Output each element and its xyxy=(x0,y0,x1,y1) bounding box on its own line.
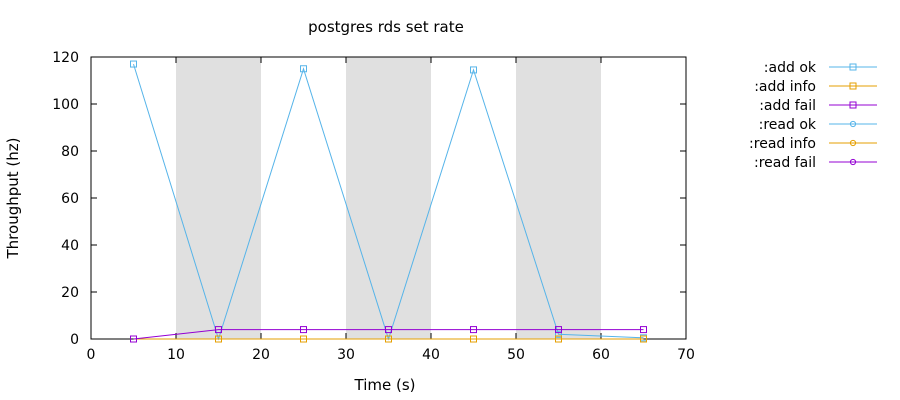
x-axis-title: Time (s) xyxy=(354,376,416,394)
legend-label: :add info xyxy=(754,79,816,95)
y-tick-label: 20 xyxy=(61,285,79,301)
series-2 xyxy=(130,326,647,343)
legend-label: :read ok xyxy=(759,117,817,133)
legend-label: :read info xyxy=(749,136,816,152)
legend-label: :add fail xyxy=(759,98,816,114)
axis-ticks: 0 10 20 30 40 50 60 70 0 20 40 60 80 100 120 xyxy=(52,50,695,363)
data-point xyxy=(470,326,477,334)
data-point xyxy=(470,66,477,74)
data-point xyxy=(130,60,137,68)
y-tick-label: 80 xyxy=(61,144,79,160)
y-axis-title: Throughput (hz) xyxy=(4,138,22,260)
y-tick-label: 40 xyxy=(61,238,79,254)
x-tick-label: 10 xyxy=(167,347,185,363)
y-tick-label: 60 xyxy=(61,191,79,207)
legend-entry-5: :read fail xyxy=(754,155,877,171)
data-point xyxy=(555,335,562,343)
x-tick-label: 70 xyxy=(677,347,695,363)
legend-marker xyxy=(849,120,857,128)
data-point xyxy=(470,335,477,343)
data-point xyxy=(640,335,647,343)
shaded-interval-1 xyxy=(346,57,431,339)
legend-label: :add ok xyxy=(764,60,817,76)
data-point xyxy=(555,326,562,334)
x-tick-label: 50 xyxy=(507,347,525,363)
legend-entry-1: :add info xyxy=(754,79,877,95)
y-tick-label: 120 xyxy=(52,50,79,66)
legend-marker xyxy=(849,139,857,147)
data-point xyxy=(385,326,392,334)
data-point xyxy=(300,335,307,343)
legend-marker xyxy=(849,101,857,109)
legend-entry-0: :add ok xyxy=(764,60,877,76)
legend-marker xyxy=(849,82,857,90)
legend-label: :read fail xyxy=(754,155,816,171)
y-tick-label: 100 xyxy=(52,97,79,113)
x-tick-label: 0 xyxy=(87,347,96,363)
x-tick-label: 60 xyxy=(592,347,610,363)
data-point xyxy=(300,65,307,73)
legend-marker xyxy=(849,158,857,166)
legend: :add ok :add info :add fail :read ok :read i… xyxy=(749,60,877,171)
legend-marker xyxy=(849,63,857,71)
data-point xyxy=(385,335,392,343)
legend-entry-4: :read info xyxy=(749,136,877,152)
data-point xyxy=(130,335,137,343)
data-point xyxy=(215,326,222,334)
legend-entry-3: :read ok xyxy=(759,117,877,133)
series-layer xyxy=(130,60,647,343)
data-point xyxy=(300,326,307,334)
shaded-interval-0 xyxy=(176,57,261,339)
series-line xyxy=(133,329,644,340)
data-point xyxy=(215,335,222,343)
data-point xyxy=(555,330,562,338)
shaded-interval-2 xyxy=(516,57,601,339)
legend-entry-2: :add fail xyxy=(759,98,877,114)
series-1 xyxy=(130,335,647,343)
y-tick-label: 0 xyxy=(70,332,79,348)
data-point xyxy=(640,326,647,334)
chart-title: postgres rds set rate xyxy=(308,18,464,36)
x-tick-label: 20 xyxy=(252,347,270,363)
x-tick-label: 40 xyxy=(422,347,440,363)
x-tick-label: 30 xyxy=(337,347,355,363)
shaded-intervals xyxy=(176,57,601,339)
